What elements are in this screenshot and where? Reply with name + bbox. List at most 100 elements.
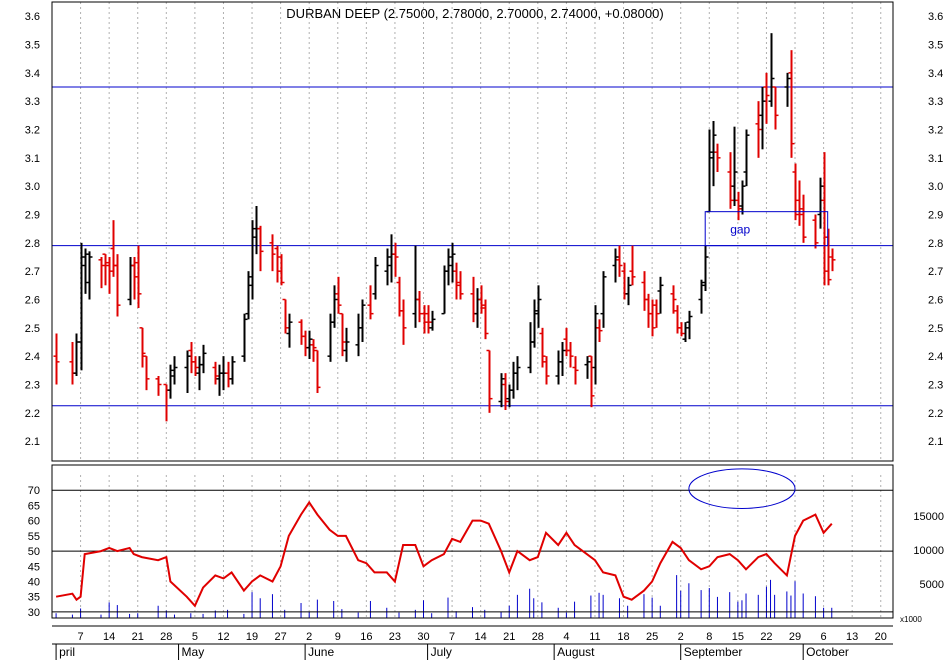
ohlc-bar	[298, 319, 305, 345]
price-panel-frame	[51, 1, 894, 462]
rsi-tick-label: 45	[28, 561, 40, 573]
ohlc-bar	[392, 242, 399, 277]
price-tick-label-left: 2.5	[25, 323, 40, 335]
ohlc-bar	[649, 299, 656, 337]
price-tick-label-right: 2.1	[928, 436, 943, 448]
ohlc-bar	[686, 310, 693, 340]
price-bars	[53, 33, 836, 422]
ohlc-bar	[612, 248, 619, 283]
rsi-tick-label: 70	[28, 485, 40, 497]
ohlc-bar	[425, 305, 432, 334]
lower-panel-frame	[51, 464, 894, 619]
ohlc-bar	[457, 271, 464, 300]
ohlc-bar	[535, 285, 542, 328]
ohlc-bar	[257, 225, 264, 272]
ohlc-bar	[53, 333, 60, 385]
ohlc-bar	[759, 87, 766, 150]
ohlc-bar	[641, 271, 648, 311]
ohlc-bar	[657, 276, 664, 314]
rsi-tick-label: 55	[28, 531, 40, 543]
price-tick-label-right: 3.6	[928, 11, 943, 23]
panel-frames	[51, 1, 894, 645]
price-tick-label-left: 2.8	[25, 238, 40, 250]
ohlc-bar	[73, 333, 80, 376]
gridlines	[80, 2, 882, 618]
ohlc-bar	[355, 313, 362, 357]
ohlc-bar	[306, 330, 313, 359]
ohlc-bar	[106, 257, 113, 294]
price-tick-label-left: 3.0	[25, 181, 40, 193]
price-tick-label-right: 3.3	[928, 96, 943, 108]
ohlc-bar	[817, 177, 824, 229]
rsi-tick-label: 40	[28, 576, 40, 588]
ohlc-bar	[196, 356, 203, 391]
ohlc-bar	[592, 305, 599, 385]
ohlc-bar	[727, 152, 734, 209]
month-label: October	[806, 645, 849, 659]
date-tick-label: 22	[760, 631, 772, 643]
rsi-panel	[52, 489, 893, 613]
ohlc-bar	[339, 312, 346, 357]
date-tick-label: 30	[417, 631, 429, 643]
date-tick-label: 8	[706, 631, 712, 643]
ohlc-bar	[441, 265, 448, 315]
ohlc-bar	[139, 327, 146, 368]
price-tick-label-right: 3.0	[928, 181, 943, 193]
ohlc-bar	[416, 291, 423, 323]
ohlc-bar	[400, 299, 407, 345]
volume-tick-label: 10000	[913, 545, 944, 557]
date-tick-label: 12	[217, 631, 229, 643]
rsi-tick-label: 35	[28, 592, 40, 604]
date-tick-label: 2	[306, 631, 312, 643]
date-tick-label: 28	[532, 631, 544, 643]
axes: 2.1 2.1 2.2 2.2 2.3 2.3 2.4 2.4 2.5 2.5 2.6 2.6 2.7 2…	[25, 11, 944, 660]
ohlc-bar	[188, 342, 195, 374]
ohlc-bar	[559, 342, 566, 376]
date-tick-label: 13	[846, 631, 858, 643]
ohlc-bar	[527, 322, 534, 374]
ohlc-bar	[253, 206, 260, 255]
date-tick-label: 11	[589, 631, 600, 643]
date-tick-label: 4	[563, 631, 569, 643]
date-tick-label: 28	[160, 631, 172, 643]
ohlc-bar	[171, 356, 178, 385]
price-tick-label-right: 3.5	[928, 40, 943, 52]
ohlc-bar	[225, 361, 232, 388]
price-tick-label-left: 2.2	[25, 408, 40, 420]
ohlc-bar	[135, 245, 142, 308]
ohlc-bar	[674, 305, 681, 334]
rsi-tick-label: 50	[28, 546, 40, 558]
date-tick-label: 9	[335, 631, 341, 643]
ohlc-bar	[710, 121, 717, 187]
ohlc-bar	[486, 349, 493, 413]
ohlc-bar	[502, 373, 509, 410]
ohlc-bar	[498, 373, 505, 408]
price-tick-label-left: 3.1	[25, 153, 40, 165]
ohlc-bar	[563, 327, 570, 357]
price-tick-label-left: 2.1	[25, 436, 40, 448]
price-tick-label-left: 3.4	[25, 68, 40, 80]
date-tick-label: 14	[475, 631, 487, 643]
price-tick-label-right: 3.1	[928, 153, 943, 165]
date-tick-label: 19	[246, 631, 258, 643]
ohlc-bar	[69, 342, 76, 385]
date-tick-label: 21	[132, 631, 144, 643]
ohlc-bar	[286, 313, 293, 348]
ohlc-bar	[302, 330, 309, 357]
volume-unit-label: x1000	[900, 615, 922, 624]
ohlc-bar	[682, 322, 689, 342]
ohlc-bar	[429, 310, 436, 331]
ohlc-bar	[678, 322, 685, 337]
price-tick-label-right: 3.4	[928, 68, 943, 80]
price-tick-label-right: 3.2	[928, 125, 943, 137]
ohlc-bar	[768, 33, 775, 107]
ohlc-bar	[616, 245, 623, 277]
date-tick-label: 2	[678, 631, 684, 643]
date-tick-label: 27	[274, 631, 286, 643]
ohlc-bar	[359, 299, 366, 342]
ohlc-bar	[800, 194, 807, 243]
ohlc-bar	[645, 293, 652, 328]
ohlc-bar	[743, 129, 750, 187]
ohlc-bar	[531, 299, 538, 348]
